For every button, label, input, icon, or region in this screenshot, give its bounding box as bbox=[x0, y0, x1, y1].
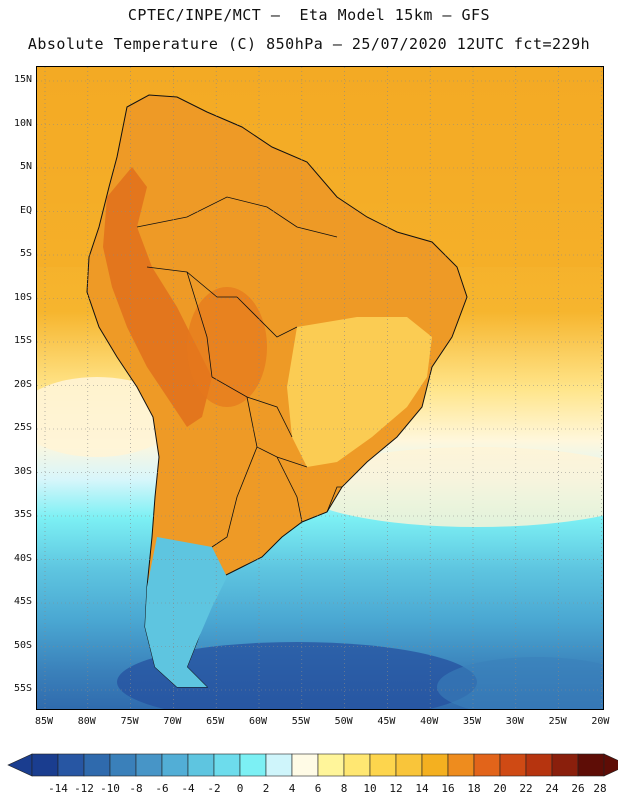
colorbar-label: -8 bbox=[129, 782, 143, 795]
colorbar-label: 12 bbox=[389, 782, 403, 795]
longitude-label: 45W bbox=[377, 716, 396, 727]
longitude-label: 65W bbox=[206, 716, 225, 727]
colorbar-label: 0 bbox=[236, 782, 244, 795]
colorbar-cell bbox=[395, 753, 423, 777]
colorbar-label: 22 bbox=[519, 782, 533, 795]
latitude-label: 55S bbox=[13, 683, 32, 694]
colorbar-label: 10 bbox=[363, 782, 377, 795]
colorbar-label: 28 bbox=[593, 782, 607, 795]
colorbar-label: 18 bbox=[467, 782, 481, 795]
longitude-label: 30W bbox=[505, 716, 524, 727]
longitude-label: 40W bbox=[420, 716, 439, 727]
latitude-label: 50S bbox=[13, 639, 32, 651]
colorbar-label: 14 bbox=[415, 782, 429, 795]
brazil-interior bbox=[287, 317, 432, 467]
colorbar-label: 20 bbox=[493, 782, 507, 795]
colorbar-label: -14 bbox=[48, 782, 68, 795]
latitude-label: 45S bbox=[13, 596, 32, 607]
colorbar-cell bbox=[499, 753, 527, 777]
cream-patch bbox=[297, 447, 603, 527]
latitude-label: 35S bbox=[13, 509, 32, 520]
longitude-label: 35W bbox=[462, 716, 482, 727]
longitude-label: 50W bbox=[334, 716, 353, 727]
map-subtitle: Absolute Temperature (C) 850hPa – 25/07/… bbox=[27, 35, 591, 53]
colorbar-cell bbox=[239, 753, 267, 777]
cold-pool bbox=[117, 642, 477, 709]
latitude-label: 40S bbox=[13, 552, 32, 564]
colorbar-cell bbox=[57, 753, 85, 777]
latitude-label: EQ bbox=[19, 204, 32, 216]
colorbar-cell bbox=[265, 753, 293, 777]
latitude-label: 30S bbox=[13, 465, 32, 477]
patagonia-cool bbox=[145, 537, 227, 687]
colorbar-label: -6 bbox=[155, 782, 169, 795]
colorbar-label: 16 bbox=[441, 782, 455, 795]
latitude-label: 10S bbox=[13, 291, 32, 303]
map-title: CPTEC/INPE/MCT – Eta Model 15km – GFS bbox=[127, 6, 491, 24]
colorbar-cell bbox=[187, 753, 215, 777]
colorbar-cell bbox=[109, 753, 137, 777]
colorbar-cell bbox=[473, 753, 501, 777]
latitude-label: 5S bbox=[19, 248, 32, 259]
longitude-label: 75W bbox=[120, 716, 139, 727]
latitude-label: 5N bbox=[19, 161, 32, 172]
colorbar-label: 2 bbox=[262, 782, 270, 795]
colorbar-cell bbox=[551, 753, 579, 777]
colorbar-cell bbox=[83, 753, 111, 777]
chaco-warm bbox=[187, 287, 267, 407]
colorbar-cell bbox=[525, 753, 553, 777]
colorbar-cell bbox=[213, 753, 241, 777]
colorbar-cell bbox=[317, 753, 345, 777]
colorbar-left-arrow bbox=[7, 753, 33, 777]
colorbar-cell bbox=[31, 753, 59, 777]
longitude-label: 85W bbox=[34, 716, 54, 727]
longitude-label: 60W bbox=[248, 716, 268, 727]
longitude-label: 70W bbox=[163, 716, 182, 727]
latitude-label: 15S bbox=[13, 335, 32, 346]
colorbar-label: 8 bbox=[340, 782, 348, 795]
colorbar-right-arrow bbox=[603, 753, 618, 777]
latitude-label: 15N bbox=[13, 74, 32, 85]
cold-pool-east bbox=[437, 657, 603, 709]
colorbar-label: 6 bbox=[314, 782, 322, 795]
continent-land bbox=[86, 94, 468, 688]
colorbar-label: 26 bbox=[571, 782, 585, 795]
andes-warm bbox=[103, 167, 212, 427]
colorbar-cell bbox=[577, 753, 605, 777]
longitude-label: 25W bbox=[548, 716, 567, 727]
latitude-label: 25S bbox=[13, 422, 32, 433]
country-borders bbox=[136, 196, 342, 548]
colorbar-label: -4 bbox=[181, 782, 195, 795]
longitude-label: 55W bbox=[291, 716, 310, 727]
colorbar-label: -12 bbox=[74, 782, 94, 795]
colorbar-label: 4 bbox=[288, 782, 296, 795]
colorbar-label: -10 bbox=[100, 782, 120, 795]
colorbar-cell bbox=[291, 753, 319, 777]
colorbar-label: 24 bbox=[545, 782, 559, 795]
colorbar-cell bbox=[447, 753, 475, 777]
longitude-label: 20W bbox=[591, 716, 610, 727]
colorbar-cell bbox=[135, 753, 163, 777]
longitude-label: 80W bbox=[77, 716, 96, 727]
colorbar-cell bbox=[343, 753, 371, 777]
colorbar-cell bbox=[161, 753, 189, 777]
latitude-label: 10N bbox=[13, 117, 32, 129]
temperature-map bbox=[37, 67, 603, 709]
latitude-label: 20S bbox=[13, 378, 32, 390]
colorbar-cell bbox=[421, 753, 449, 777]
map-panel bbox=[36, 66, 604, 710]
colorbar-label: -2 bbox=[207, 782, 221, 795]
colorbar-cell bbox=[369, 753, 397, 777]
